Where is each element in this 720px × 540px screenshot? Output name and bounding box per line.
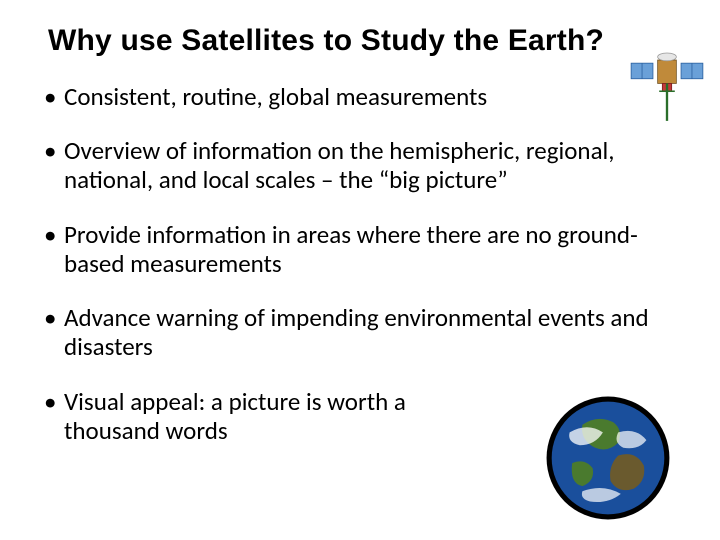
bullet-item: Visual appeal: a picture is worth a thou… (44, 388, 464, 446)
bullet-list: Consistent, routine, global measurements… (40, 83, 680, 446)
satellite-icon (628, 46, 706, 124)
slide: Why use Satellites to Study the Earth? C… (0, 0, 720, 540)
bullet-item: Overview of information on the hemispher… (44, 137, 676, 195)
bullet-item: Provide information in areas where there… (44, 221, 676, 279)
earth-icon (544, 394, 672, 522)
bullet-item: Advance warning of impending environment… (44, 304, 676, 362)
bullet-item: Consistent, routine, global measurements (44, 83, 584, 112)
slide-title: Why use Satellites to Study the Earth? (48, 24, 680, 59)
